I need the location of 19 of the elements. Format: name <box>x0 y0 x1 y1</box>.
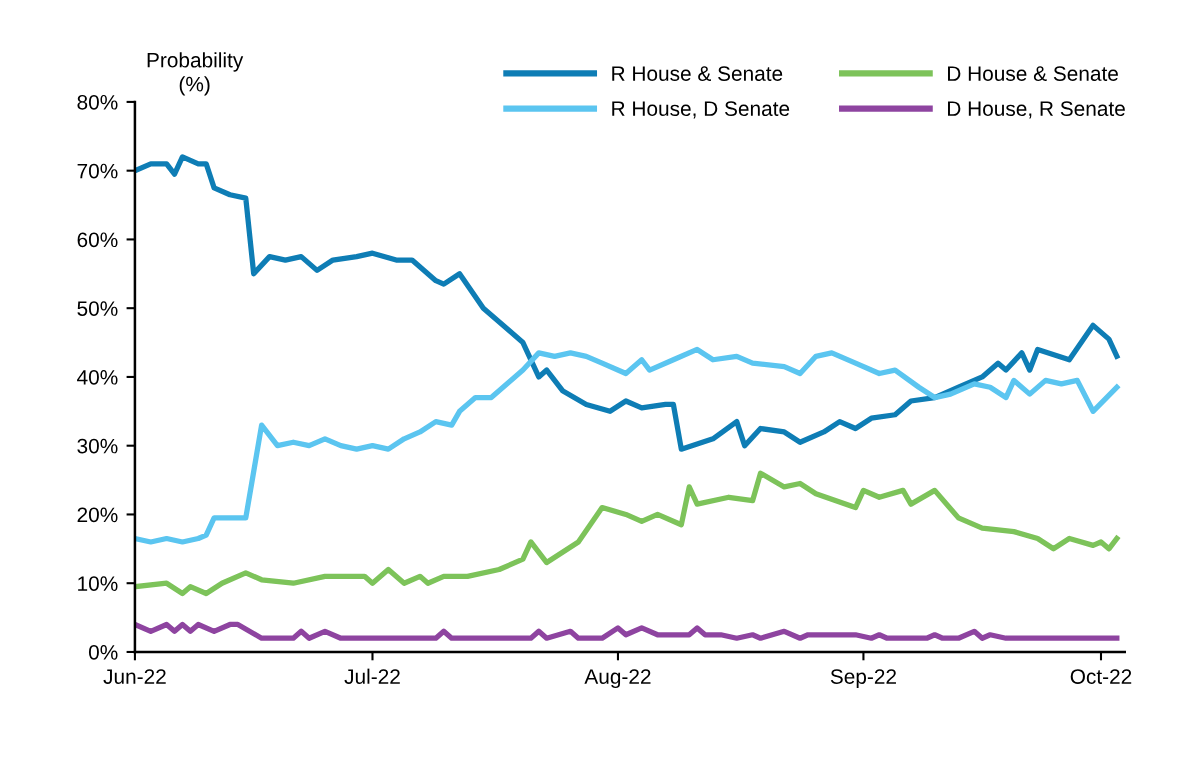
y-tick-label: 20% <box>77 507 118 523</box>
y-tick-label: 60% <box>77 232 118 248</box>
y-tick-label: 10% <box>78 576 118 591</box>
legend-label: D House, R Senate <box>948 101 1125 119</box>
y-tick-label: 40% <box>77 369 118 385</box>
y-tick-label: 70% <box>77 163 118 179</box>
x-tick-label: Jun-22 <box>103 669 166 684</box>
x-tick-label: Oct-22 <box>1070 669 1132 684</box>
legend-label: R House, D Senate <box>612 101 790 119</box>
y-tick-label: 50% <box>77 301 118 316</box>
legend-label: R House & Senate <box>612 66 783 81</box>
y-tick-label: 80% <box>77 94 118 110</box>
y-axis-title: Probability (%) <box>147 52 244 96</box>
x-tick-label: Jul-22 <box>344 668 400 684</box>
legend-label: D House & Senate <box>948 66 1118 81</box>
y-tick-label: 0% <box>88 644 118 660</box>
x-tick-label: Aug-22 <box>584 669 651 689</box>
x-tick-label: Sep-22 <box>830 669 896 689</box>
y-tick-label: 30% <box>77 438 118 454</box>
